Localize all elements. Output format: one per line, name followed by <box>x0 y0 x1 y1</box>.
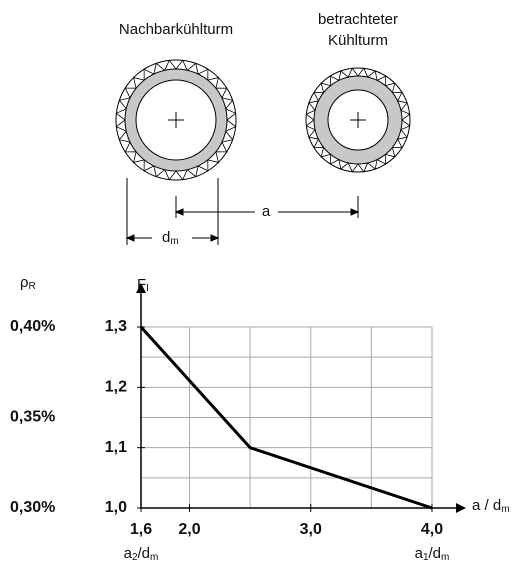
y-axis-label: FI <box>137 276 149 294</box>
x-note: a1/dm <box>415 545 450 563</box>
neighbor-label: Nachbarkühlturm <box>119 21 233 38</box>
y-tick-label: 1,1 <box>105 439 127 456</box>
text-part: a / d <box>472 497 501 514</box>
text-part: /d <box>138 545 151 562</box>
text-part: /d <box>429 545 442 562</box>
y2-axis-label: ρR <box>20 274 36 292</box>
data-line <box>139 325 433 510</box>
x-tick-label: 2,0 <box>178 521 200 538</box>
y2-tick-label: 0,35% <box>10 409 55 426</box>
y-tick-label: 1,2 <box>105 379 127 396</box>
subscript: 1 <box>423 552 429 563</box>
subscript: I <box>146 283 149 294</box>
x-tick-label: 3,0 <box>300 521 322 538</box>
considered-label: Kühlturm <box>328 32 388 49</box>
a-label: a <box>262 203 271 220</box>
arrow <box>210 234 220 242</box>
y-tick-label: 1,3 <box>105 318 127 335</box>
dm-sub: m <box>170 236 178 247</box>
dimensions <box>125 178 360 245</box>
x-arrow <box>456 503 466 513</box>
x-axis-label: a / dm <box>472 497 510 515</box>
subscript: m <box>441 552 449 563</box>
considered-label: betrachteter <box>318 11 398 28</box>
x-tick-label: 4,0 <box>421 521 443 538</box>
arrow <box>350 208 360 216</box>
subscript: R <box>29 281 36 292</box>
subscript: 2 <box>132 552 138 563</box>
y-arrow <box>136 283 146 293</box>
text-part: a <box>415 545 424 562</box>
subscript: m <box>150 552 158 563</box>
y-tick-label: 1,0 <box>105 499 127 516</box>
dm-label: dm <box>162 229 179 247</box>
subscript: m <box>501 504 509 515</box>
chart: 1,6 2,0 3,0 4,0 1,0 1,1 1,2 1,3 0,30% 0,35% 0,40% F… <box>10 274 510 563</box>
arrow <box>125 234 135 242</box>
arrow <box>174 208 184 216</box>
x-tick-label: 1,6 <box>130 521 152 538</box>
dm-base: d <box>162 229 170 246</box>
text-part: a <box>124 545 133 562</box>
x-note: a2/dm <box>124 545 159 563</box>
text-part: F <box>137 276 146 293</box>
towers <box>115 59 411 181</box>
text-part: ρ <box>20 274 29 291</box>
y2-tick-label: 0,40% <box>10 318 55 335</box>
y2-tick-label: 0,30% <box>10 499 55 516</box>
